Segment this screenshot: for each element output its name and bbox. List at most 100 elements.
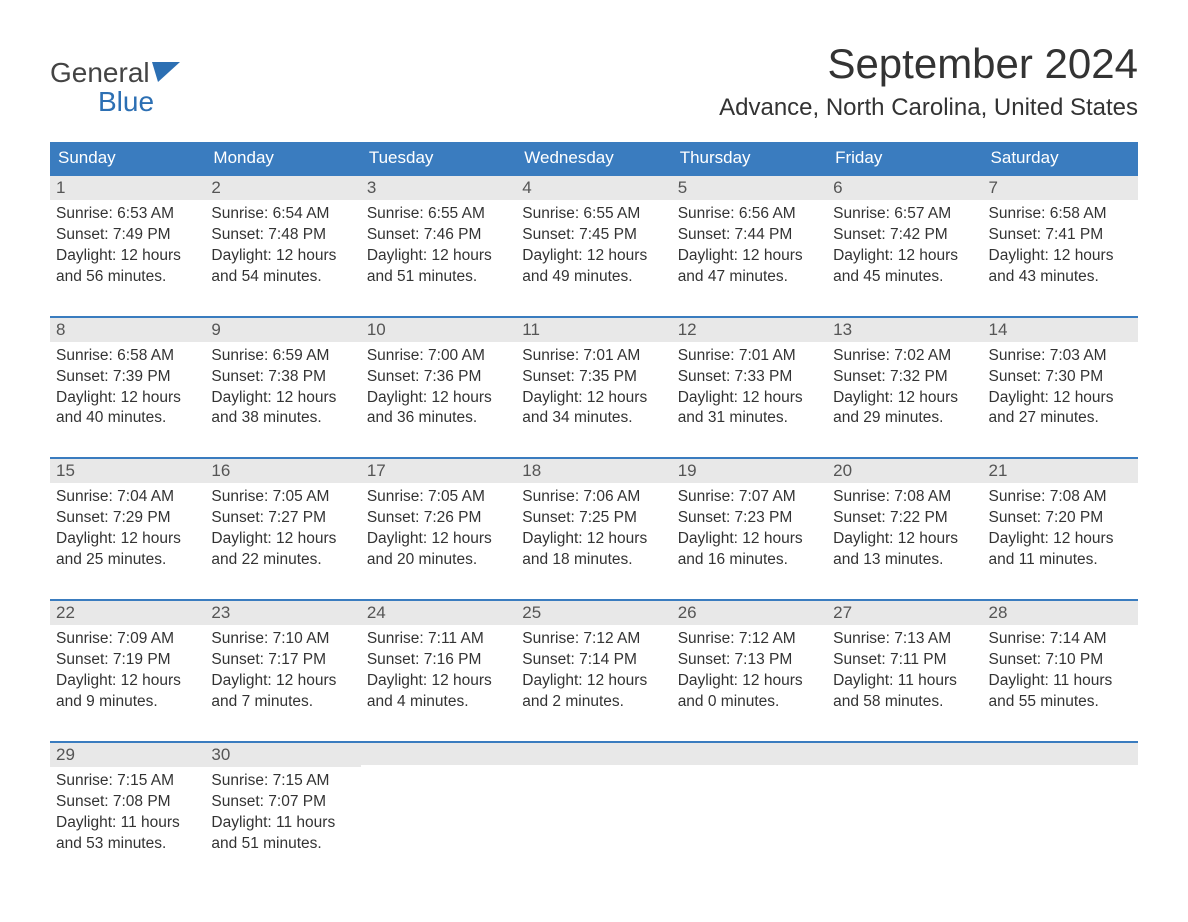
daylight-line1: Daylight: 11 hours [833, 671, 976, 692]
weekday-wednesday: Wednesday [516, 142, 671, 174]
day-number: 1 [50, 174, 205, 200]
daylight-line2: and 11 minutes. [989, 550, 1132, 571]
daylight-line1: Daylight: 12 hours [522, 246, 665, 267]
daylight-line2: and 20 minutes. [367, 550, 510, 571]
day-body: Sunrise: 7:05 AMSunset: 7:27 PMDaylight:… [205, 483, 360, 571]
flag-icon [152, 62, 186, 84]
weekday-friday: Friday [827, 142, 982, 174]
week-row: 22Sunrise: 7:09 AMSunset: 7:19 PMDayligh… [50, 599, 1138, 713]
week-row: 8Sunrise: 6:58 AMSunset: 7:39 PMDaylight… [50, 316, 1138, 430]
day-number: 20 [827, 457, 982, 483]
day-number: 25 [516, 599, 671, 625]
sunset-text: Sunset: 7:29 PM [56, 508, 199, 529]
day-number: 9 [205, 316, 360, 342]
day-cell: 1Sunrise: 6:53 AMSunset: 7:49 PMDaylight… [50, 174, 205, 288]
daylight-line1: Daylight: 12 hours [56, 246, 199, 267]
sunrise-text: Sunrise: 7:13 AM [833, 629, 976, 650]
sunrise-text: Sunrise: 6:58 AM [989, 204, 1132, 225]
daylight-line2: and 31 minutes. [678, 408, 821, 429]
daylight-line1: Daylight: 12 hours [211, 388, 354, 409]
day-body: Sunrise: 6:54 AMSunset: 7:48 PMDaylight:… [205, 200, 360, 288]
daylight-line1: Daylight: 12 hours [56, 671, 199, 692]
daylight-line1: Daylight: 12 hours [522, 529, 665, 550]
day-cell: 30Sunrise: 7:15 AMSunset: 7:07 PMDayligh… [205, 741, 360, 855]
day-cell: 13Sunrise: 7:02 AMSunset: 7:32 PMDayligh… [827, 316, 982, 430]
day-number: 26 [672, 599, 827, 625]
logo: General Blue [50, 58, 186, 117]
location-text: Advance, North Carolina, United States [719, 94, 1138, 122]
daylight-line2: and 0 minutes. [678, 692, 821, 713]
daylight-line2: and 51 minutes. [211, 834, 354, 855]
day-cell: 27Sunrise: 7:13 AMSunset: 7:11 PMDayligh… [827, 599, 982, 713]
day-body: Sunrise: 6:58 AMSunset: 7:41 PMDaylight:… [983, 200, 1138, 288]
sunrise-text: Sunrise: 7:06 AM [522, 487, 665, 508]
day-cell: 9Sunrise: 6:59 AMSunset: 7:38 PMDaylight… [205, 316, 360, 430]
daylight-line2: and 54 minutes. [211, 267, 354, 288]
day-number: 28 [983, 599, 1138, 625]
sunset-text: Sunset: 7:45 PM [522, 225, 665, 246]
daylight-line1: Daylight: 12 hours [678, 671, 821, 692]
daylight-line2: and 36 minutes. [367, 408, 510, 429]
day-cell: 24Sunrise: 7:11 AMSunset: 7:16 PMDayligh… [361, 599, 516, 713]
title-block: September 2024 Advance, North Carolina, … [719, 40, 1138, 134]
day-body: Sunrise: 6:56 AMSunset: 7:44 PMDaylight:… [672, 200, 827, 288]
day-cell: 5Sunrise: 6:56 AMSunset: 7:44 PMDaylight… [672, 174, 827, 288]
day-cell: 12Sunrise: 7:01 AMSunset: 7:33 PMDayligh… [672, 316, 827, 430]
sunrise-text: Sunrise: 7:05 AM [367, 487, 510, 508]
sunset-text: Sunset: 7:23 PM [678, 508, 821, 529]
sunrise-text: Sunrise: 7:08 AM [833, 487, 976, 508]
daylight-line2: and 7 minutes. [211, 692, 354, 713]
daylight-line2: and 4 minutes. [367, 692, 510, 713]
sunrise-text: Sunrise: 6:55 AM [367, 204, 510, 225]
day-cell: 4Sunrise: 6:55 AMSunset: 7:45 PMDaylight… [516, 174, 671, 288]
day-cell: 14Sunrise: 7:03 AMSunset: 7:30 PMDayligh… [983, 316, 1138, 430]
sunset-text: Sunset: 7:14 PM [522, 650, 665, 671]
sunrise-text: Sunrise: 7:11 AM [367, 629, 510, 650]
daylight-line2: and 43 minutes. [989, 267, 1132, 288]
sunrise-text: Sunrise: 7:02 AM [833, 346, 976, 367]
day-body: Sunrise: 6:58 AMSunset: 7:39 PMDaylight:… [50, 342, 205, 430]
sunrise-text: Sunrise: 7:15 AM [56, 771, 199, 792]
day-number: 22 [50, 599, 205, 625]
daylight-line1: Daylight: 12 hours [211, 671, 354, 692]
day-number: 13 [827, 316, 982, 342]
logo-top-row: General [50, 58, 186, 87]
sunset-text: Sunset: 7:07 PM [211, 792, 354, 813]
day-number [672, 741, 827, 765]
calendar-page: General Blue September 2024 Advance, Nor… [0, 0, 1188, 922]
day-body: Sunrise: 7:14 AMSunset: 7:10 PMDaylight:… [983, 625, 1138, 713]
daylight-line2: and 56 minutes. [56, 267, 199, 288]
day-cell: 17Sunrise: 7:05 AMSunset: 7:26 PMDayligh… [361, 457, 516, 571]
weekday-thursday: Thursday [672, 142, 827, 174]
day-body: Sunrise: 7:10 AMSunset: 7:17 PMDaylight:… [205, 625, 360, 713]
day-body: Sunrise: 6:53 AMSunset: 7:49 PMDaylight:… [50, 200, 205, 288]
daylight-line2: and 22 minutes. [211, 550, 354, 571]
daylight-line2: and 49 minutes. [522, 267, 665, 288]
sunset-text: Sunset: 7:13 PM [678, 650, 821, 671]
day-body: Sunrise: 7:08 AMSunset: 7:20 PMDaylight:… [983, 483, 1138, 571]
daylight-line2: and 40 minutes. [56, 408, 199, 429]
day-cell: 8Sunrise: 6:58 AMSunset: 7:39 PMDaylight… [50, 316, 205, 430]
daylight-line1: Daylight: 11 hours [989, 671, 1132, 692]
day-cell: 20Sunrise: 7:08 AMSunset: 7:22 PMDayligh… [827, 457, 982, 571]
daylight-line2: and 27 minutes. [989, 408, 1132, 429]
sunset-text: Sunset: 7:48 PM [211, 225, 354, 246]
sunset-text: Sunset: 7:20 PM [989, 508, 1132, 529]
day-body: Sunrise: 6:55 AMSunset: 7:45 PMDaylight:… [516, 200, 671, 288]
day-cell: 28Sunrise: 7:14 AMSunset: 7:10 PMDayligh… [983, 599, 1138, 713]
daylight-line1: Daylight: 12 hours [367, 671, 510, 692]
day-body: Sunrise: 7:04 AMSunset: 7:29 PMDaylight:… [50, 483, 205, 571]
day-number [827, 741, 982, 765]
day-cell: 26Sunrise: 7:12 AMSunset: 7:13 PMDayligh… [672, 599, 827, 713]
sunset-text: Sunset: 7:41 PM [989, 225, 1132, 246]
sunrise-text: Sunrise: 7:15 AM [211, 771, 354, 792]
sunset-text: Sunset: 7:22 PM [833, 508, 976, 529]
sunset-text: Sunset: 7:11 PM [833, 650, 976, 671]
daylight-line1: Daylight: 12 hours [367, 388, 510, 409]
sunrise-text: Sunrise: 7:01 AM [522, 346, 665, 367]
day-number: 21 [983, 457, 1138, 483]
daylight-line1: Daylight: 11 hours [211, 813, 354, 834]
day-number: 12 [672, 316, 827, 342]
day-body: Sunrise: 7:01 AMSunset: 7:33 PMDaylight:… [672, 342, 827, 430]
weekday-monday: Monday [205, 142, 360, 174]
